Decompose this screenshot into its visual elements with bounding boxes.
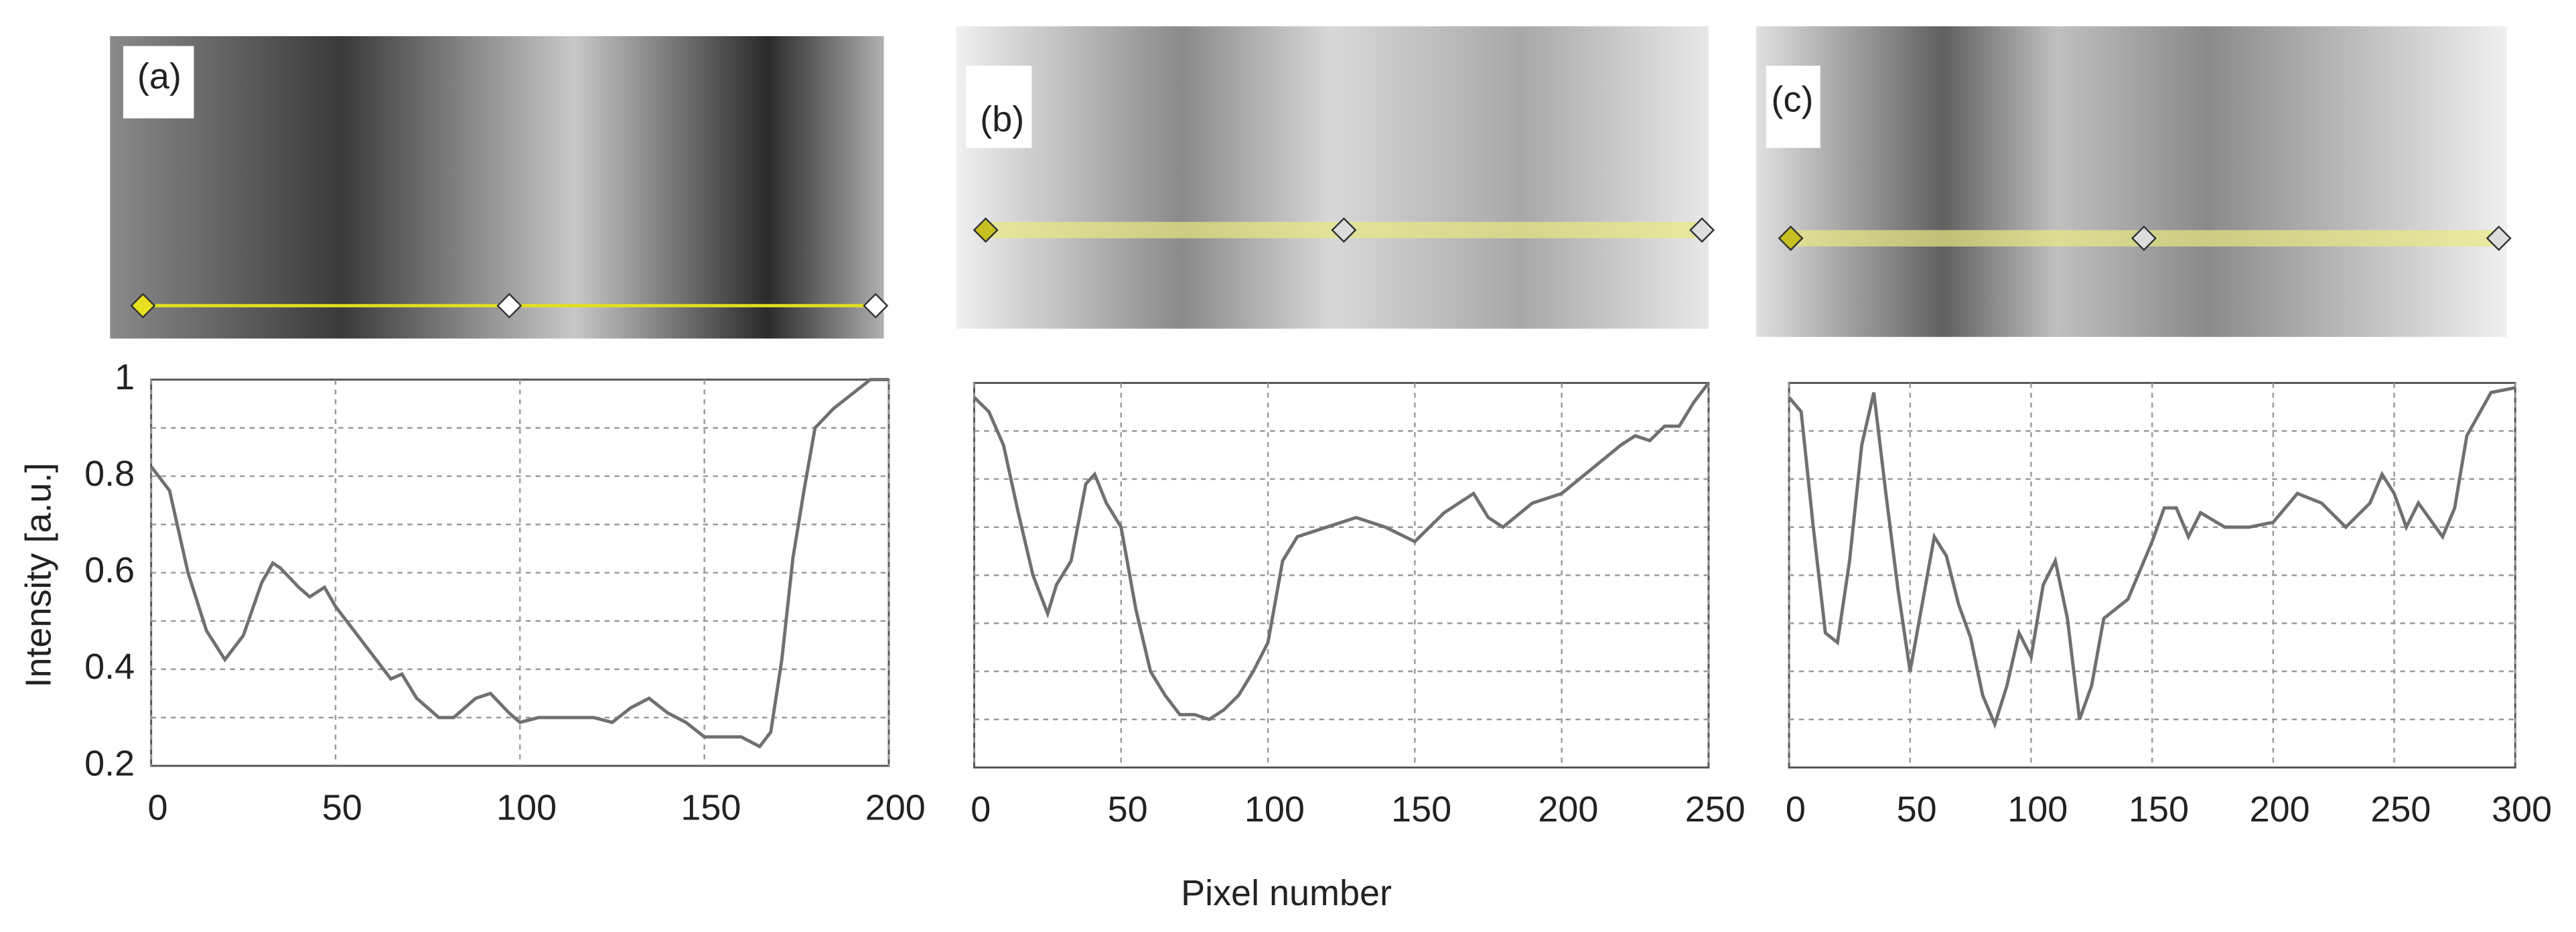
x-tick-label: 50 (322, 787, 362, 827)
y-tick-label: 0.2 (84, 743, 135, 783)
x-tick-label: 100 (1244, 789, 1305, 829)
y-tick-label: 0.4 (84, 647, 135, 687)
intensity-line (149, 378, 889, 749)
x-tick-label: 50 (1897, 789, 1937, 829)
x-tick-label: 0 (1786, 789, 1806, 829)
x-tick-label: 250 (2370, 789, 2431, 829)
x-axis-label: Pixel number (1181, 873, 1392, 913)
x-tick-label: 150 (2129, 789, 2189, 829)
y-tick-label: 0.8 (84, 454, 135, 494)
x-tick-label: 0 (971, 789, 991, 829)
x-tick-label: 150 (681, 787, 741, 827)
photo-a (110, 36, 889, 339)
x-tick-label: 100 (2007, 789, 2068, 829)
photo-c (1756, 26, 2512, 337)
y-axis-label: Intensity [a.u.] (19, 463, 59, 688)
y-tick-label: 1 (115, 357, 135, 397)
x-tick-label: 200 (865, 787, 926, 827)
photo-b (956, 26, 1715, 329)
x-tick-label: 150 (1391, 789, 1451, 829)
panel-label: (b) (980, 99, 1024, 139)
x-tick-label: 300 (2492, 789, 2552, 829)
intensity-line (973, 382, 1710, 722)
x-tick-label: 200 (2250, 789, 2310, 829)
x-tick-label: 0 (147, 787, 167, 827)
y-tick-label: 0.6 (84, 550, 135, 590)
x-tick-label: 100 (496, 787, 557, 827)
x-tick-label: 50 (1108, 789, 1148, 829)
panel-label: (c) (1772, 79, 1814, 119)
intensity-line (1788, 386, 2516, 730)
panel-label: (a) (137, 56, 182, 96)
x-tick-label: 200 (1538, 789, 1598, 829)
x-tick-label: 250 (1685, 789, 1745, 829)
